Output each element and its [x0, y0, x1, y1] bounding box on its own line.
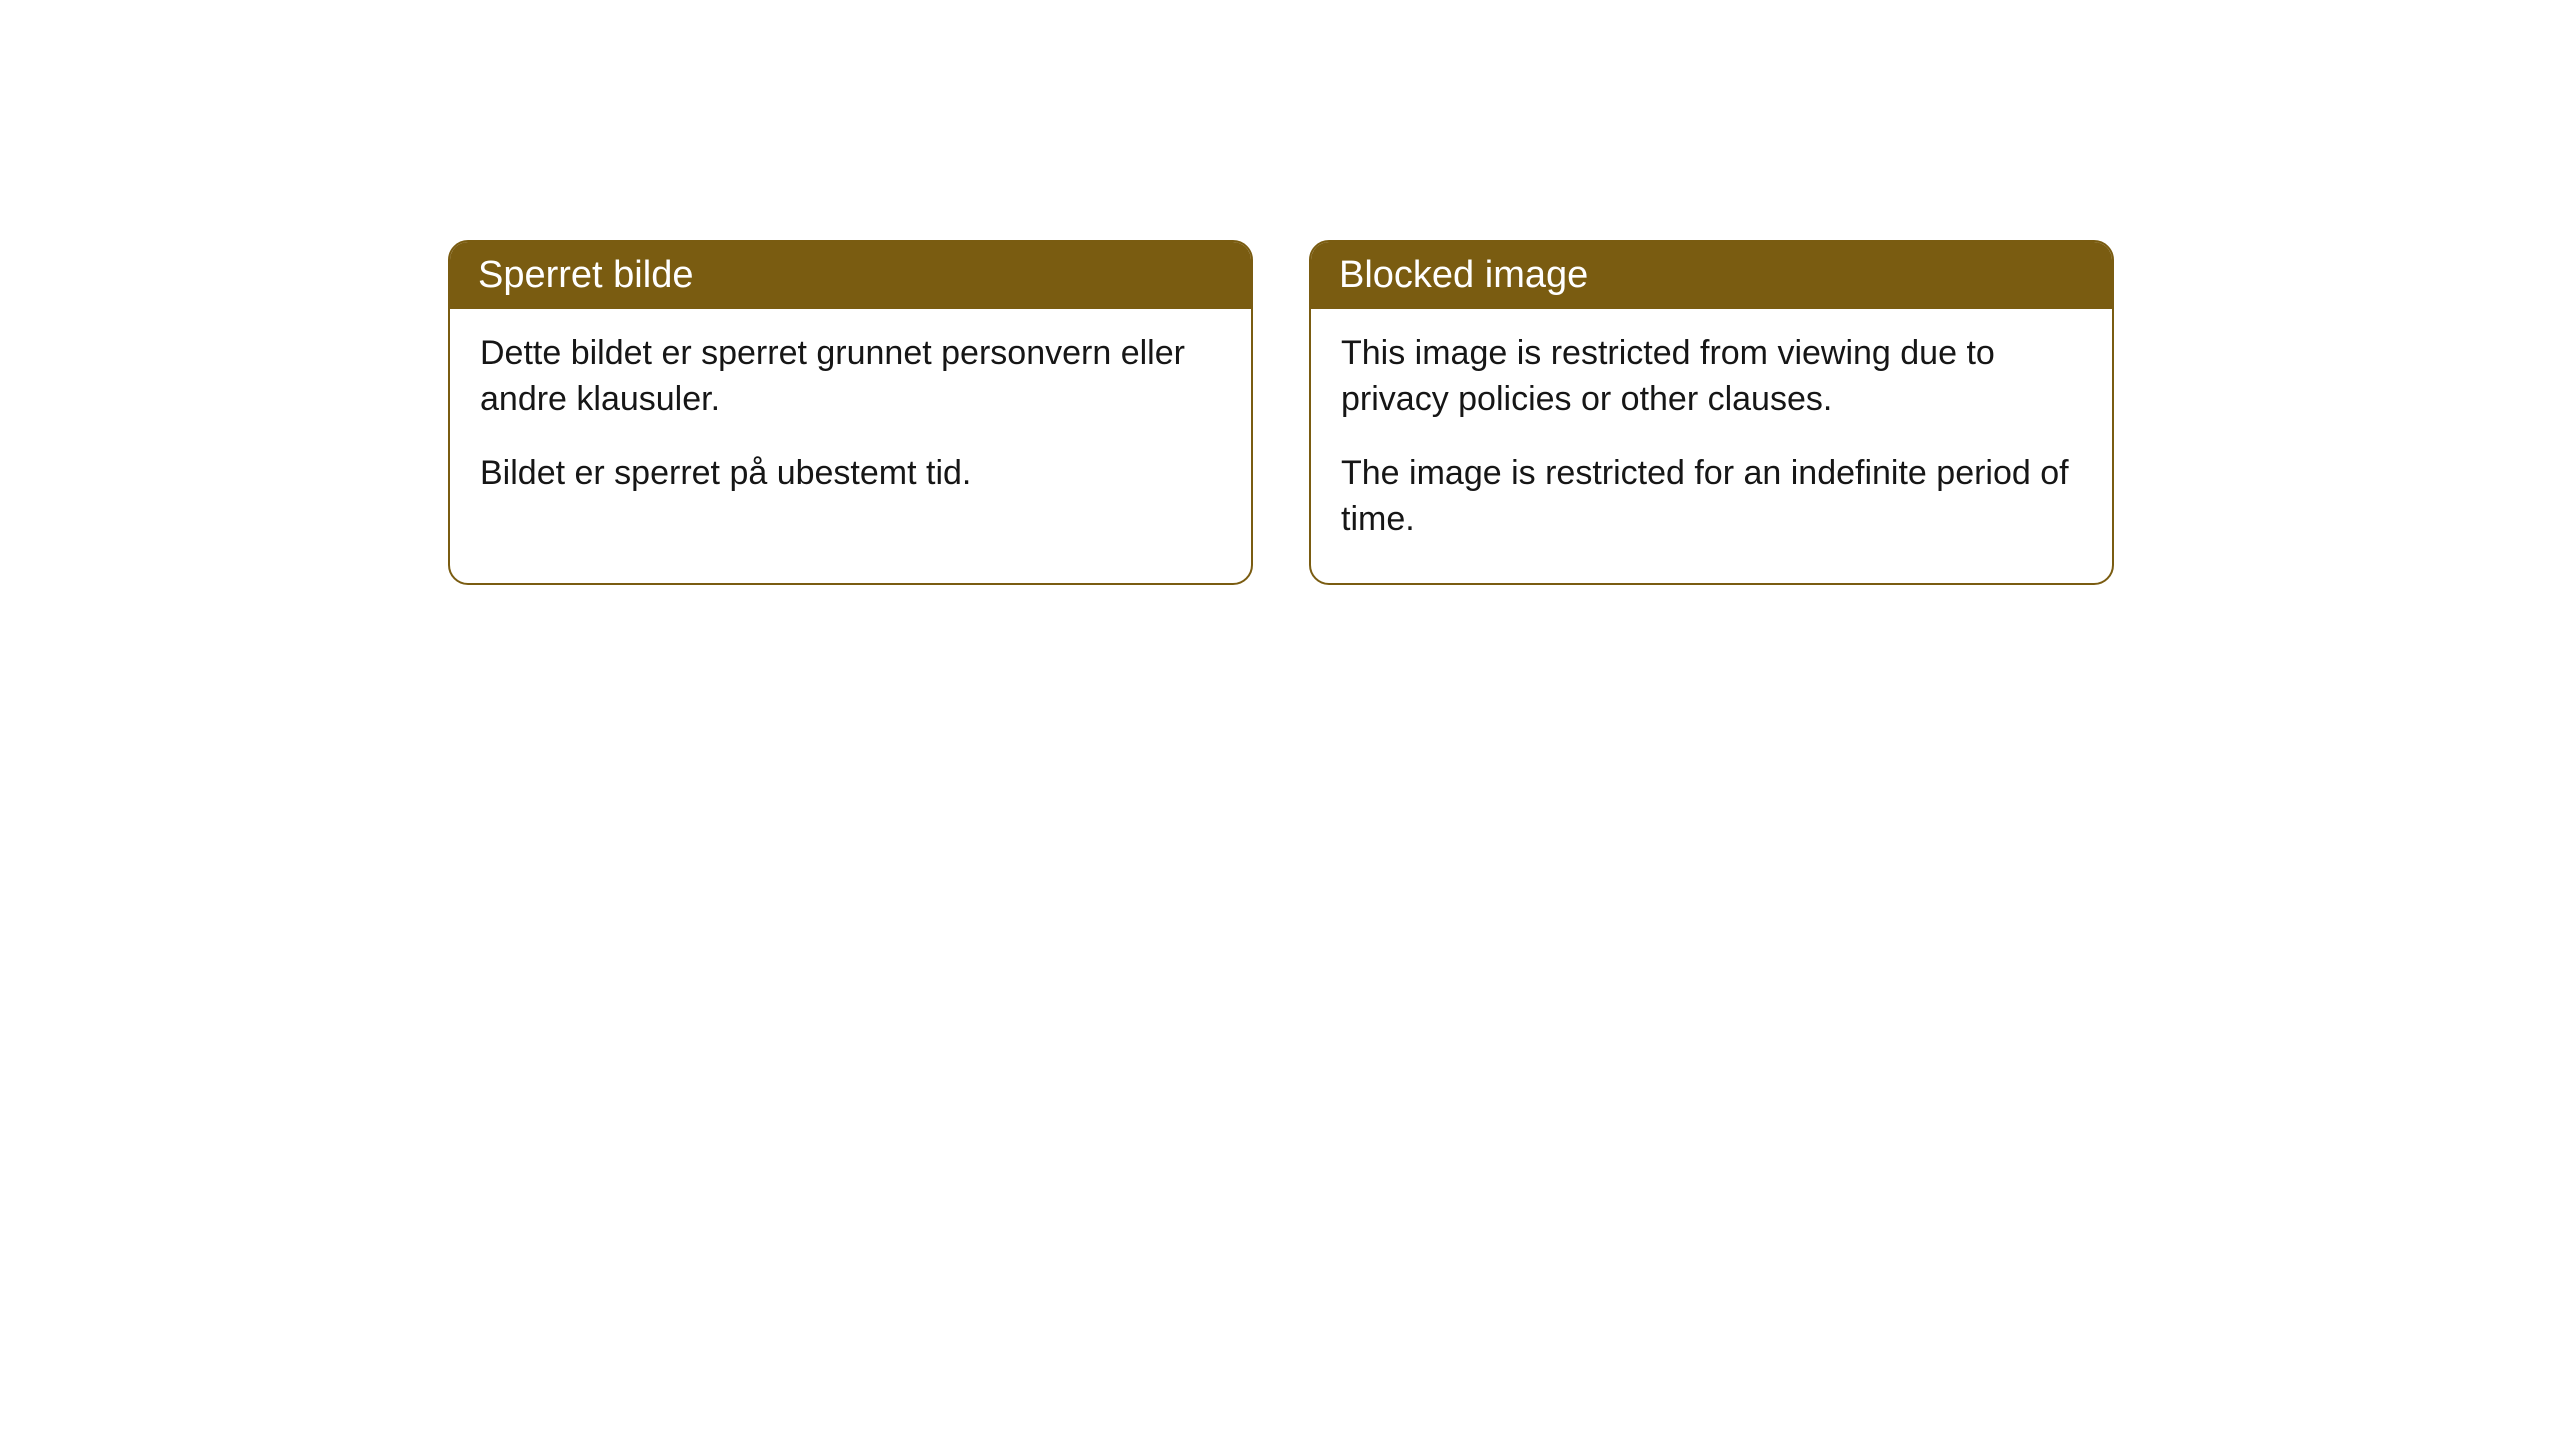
card-paragraph: The image is restricted for an indefinit… [1341, 451, 2082, 543]
notice-card-english: Blocked image This image is restricted f… [1309, 240, 2114, 585]
card-title: Blocked image [1339, 254, 1588, 296]
card-paragraph: This image is restricted from viewing du… [1341, 331, 2082, 423]
card-body-norwegian: Dette bildet er sperret grunnet personve… [450, 309, 1251, 537]
card-title: Sperret bilde [478, 254, 693, 296]
card-header-norwegian: Sperret bilde [450, 242, 1251, 309]
notice-cards-container: Sperret bilde Dette bildet er sperret gr… [448, 240, 2114, 585]
card-paragraph: Dette bildet er sperret grunnet personve… [480, 331, 1221, 423]
card-paragraph: Bildet er sperret på ubestemt tid. [480, 451, 1221, 497]
card-header-english: Blocked image [1311, 242, 2112, 309]
card-body-english: This image is restricted from viewing du… [1311, 309, 2112, 583]
notice-card-norwegian: Sperret bilde Dette bildet er sperret gr… [448, 240, 1253, 585]
